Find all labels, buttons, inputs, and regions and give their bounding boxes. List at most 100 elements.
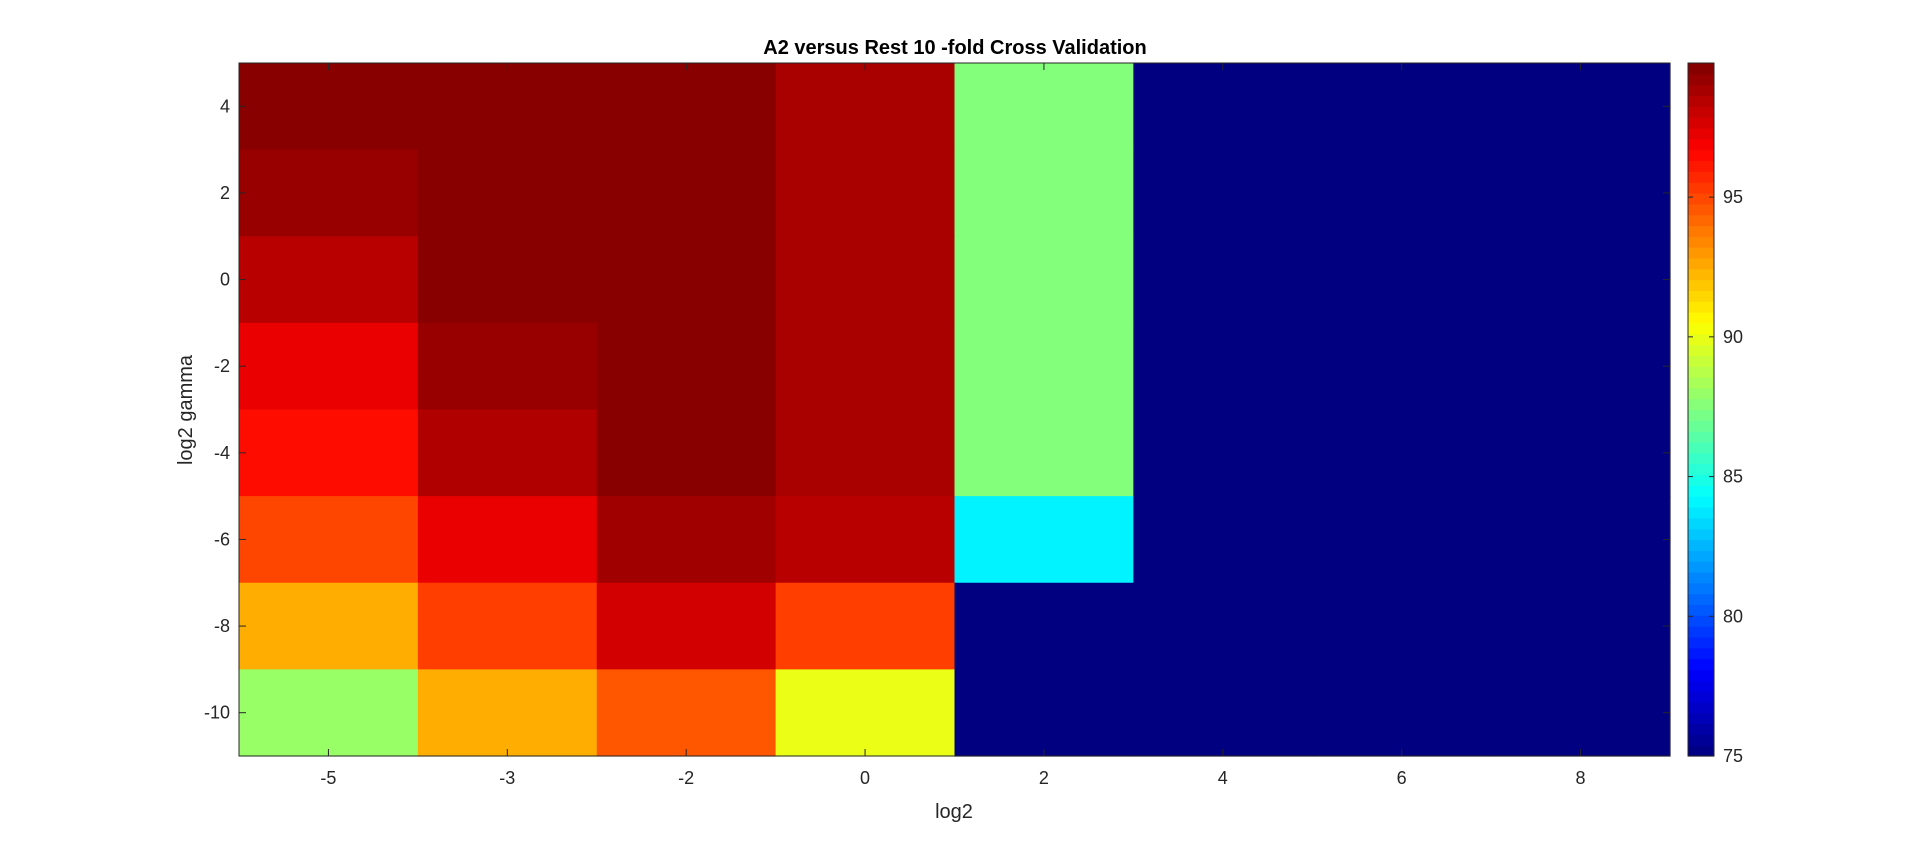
colorbar-segment — [1688, 290, 1714, 302]
colorbar-segment — [1688, 441, 1714, 454]
heatmap-cell — [596, 409, 777, 497]
heatmap-cell — [417, 149, 598, 237]
colorbar-segment — [1688, 344, 1714, 356]
y-tick-label: -4 — [214, 443, 230, 463]
colorbar-segment — [1688, 84, 1714, 97]
colorbar-segment — [1688, 593, 1714, 606]
colorbar-segment — [1688, 322, 1714, 335]
colorbar-segment — [1688, 117, 1714, 129]
heatmap-cell — [954, 236, 1134, 324]
colorbar-segment — [1688, 701, 1714, 714]
colorbar-segment — [1688, 647, 1714, 660]
colorbar-segment — [1688, 236, 1714, 248]
heatmap-cell — [1491, 322, 1671, 411]
plot-area-border — [238, 62, 1671, 757]
heatmap-cell — [775, 63, 956, 151]
colorbar — [1688, 63, 1714, 757]
heatmap-cell — [775, 409, 956, 497]
colorbar-segment — [1688, 485, 1714, 497]
heatmap-cell — [417, 236, 598, 324]
heatmap-cell — [775, 322, 956, 411]
x-tick-label: 2 — [1039, 768, 1049, 788]
heatmap-cell — [417, 669, 598, 757]
heatmap-cell — [596, 496, 777, 584]
heatmap-cell — [1133, 236, 1313, 324]
colorbar-tick-label: 90 — [1723, 327, 1743, 347]
heatmap-cell — [1491, 409, 1671, 497]
heatmap-cell — [1312, 149, 1492, 237]
heatmap-cell — [1312, 63, 1492, 151]
colorbar-tick-label: 85 — [1723, 467, 1743, 487]
colorbar-segment — [1688, 561, 1714, 573]
colorbar-segment — [1688, 279, 1714, 291]
colorbar-segment — [1688, 712, 1714, 725]
heatmap-cell — [954, 496, 1134, 584]
y-tick-label: -6 — [214, 529, 230, 549]
colorbar-segment — [1688, 669, 1714, 681]
y-tick-label: -8 — [214, 616, 230, 636]
colorbar-segment — [1688, 506, 1714, 519]
heatmap-cell — [954, 409, 1134, 497]
heatmap-cell — [596, 236, 777, 324]
colorbar-segment — [1688, 203, 1714, 216]
heatmap-cell — [1133, 496, 1313, 584]
colorbar-segment — [1688, 312, 1714, 324]
heatmap-cell — [1312, 322, 1492, 411]
colorbar-tick-label: 80 — [1723, 606, 1743, 626]
chart-title: A2 versus Rest 10 -fold Cross Validation — [763, 37, 1146, 59]
colorbar-segment — [1688, 160, 1714, 172]
heatmap-cell — [239, 236, 419, 324]
colorbar-segment — [1688, 247, 1714, 259]
colorbar-segment — [1688, 604, 1714, 616]
colorbar-segment — [1688, 452, 1714, 465]
heatmap-cell — [239, 496, 419, 584]
x-tick-label: -5 — [320, 768, 336, 788]
x-tick-label: -2 — [678, 768, 694, 788]
heatmap-cell — [954, 669, 1134, 757]
heatmap-cell — [954, 63, 1134, 151]
heatmap-cell — [239, 322, 419, 411]
colorbar-segment — [1688, 268, 1714, 281]
colorbar-segment — [1688, 257, 1714, 270]
heatmap-cell — [417, 63, 598, 151]
colorbar-segment — [1688, 171, 1714, 183]
heatmap-cell — [417, 322, 598, 411]
heatmap-cell — [1312, 496, 1492, 584]
colorbar-segment — [1688, 106, 1714, 118]
colorbar-segment — [1688, 474, 1714, 486]
heatmap-cell — [1491, 149, 1671, 237]
heatmap-cell — [1491, 582, 1671, 670]
colorbar-segment — [1688, 333, 1714, 346]
x-tick-label: 0 — [860, 768, 870, 788]
heatmap-cell — [1491, 669, 1671, 757]
colorbar-segment — [1688, 658, 1714, 670]
heatmap-cell — [596, 582, 777, 670]
colorbar-ticks: 75 80 85 90 95 — [1688, 187, 1743, 766]
heatmap-cell — [1491, 236, 1671, 324]
heatmap-cell — [596, 322, 777, 411]
heatmap-cell — [1491, 63, 1671, 151]
colorbar-segment — [1688, 63, 1714, 75]
heatmap-cell — [239, 149, 419, 237]
heatmap-cell — [775, 496, 956, 584]
colorbar-tick-label: 75 — [1723, 746, 1743, 766]
colorbar-segment — [1688, 680, 1714, 692]
colorbar-segment — [1688, 301, 1714, 313]
x-tick-label: 6 — [1397, 768, 1407, 788]
x-tick-label: 4 — [1218, 768, 1228, 788]
colorbar-segment — [1688, 387, 1714, 400]
colorbar-segment — [1688, 528, 1714, 541]
colorbar-segment — [1688, 723, 1714, 735]
colorbar-segment — [1688, 355, 1714, 367]
y-tick-label: -2 — [214, 356, 230, 376]
x-tick-label: -3 — [499, 768, 515, 788]
heatmap-cell — [1133, 63, 1313, 151]
colorbar-segment — [1688, 366, 1714, 378]
colorbar-segment — [1688, 431, 1714, 443]
y-tick-label: -10 — [204, 703, 230, 723]
colorbar-segment — [1688, 734, 1714, 746]
colorbar-segment — [1688, 550, 1714, 562]
heatmap-cell — [596, 63, 777, 151]
x-axis-ticks: -5 -3 -2 0 2 4 6 8 — [320, 63, 1586, 788]
